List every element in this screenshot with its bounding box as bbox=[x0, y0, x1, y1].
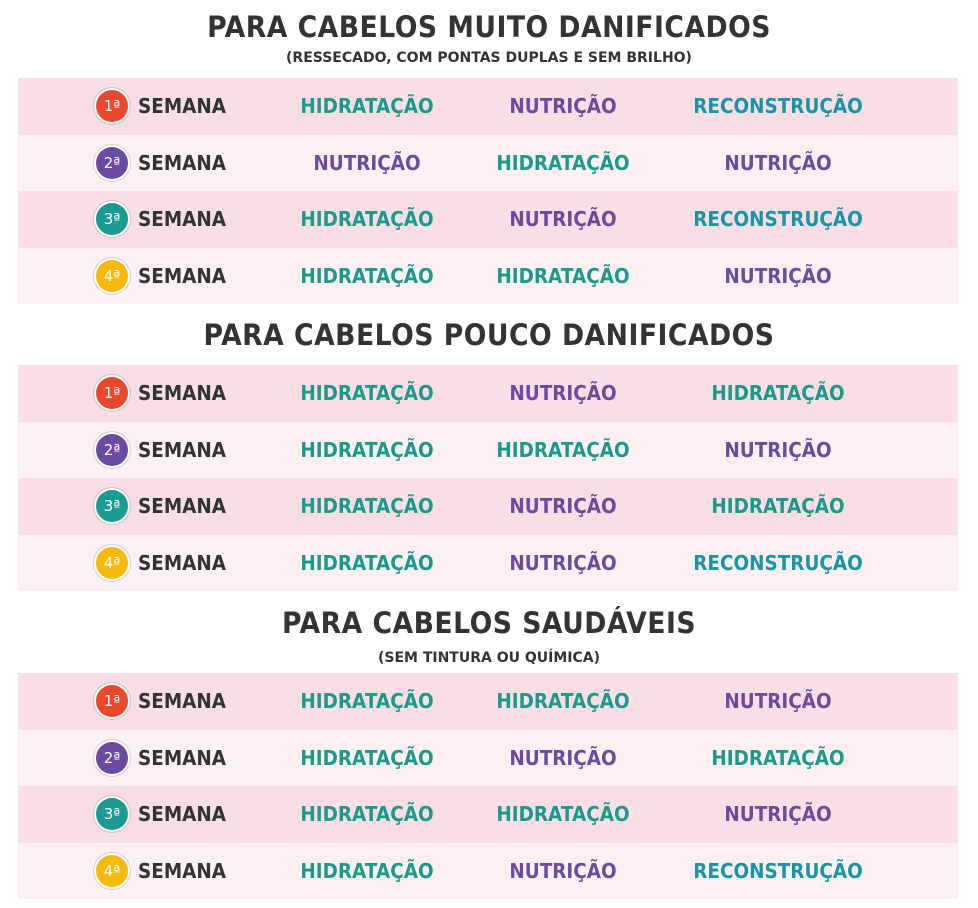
week-label: SEMANA bbox=[138, 263, 227, 288]
section-title: PARA CABELOS SAUDÁVEIS bbox=[281, 606, 697, 640]
treatment-cell: RECONSTRUÇÃO bbox=[693, 858, 863, 883]
section-title: PARA CABELOS POUCO DANIFICADOS bbox=[203, 318, 775, 352]
treatment-cell: HIDRATAÇÃO bbox=[300, 437, 434, 462]
week-row: 4ª SEMANA HIDRATAÇÃO HIDRATAÇÃO NUTRIÇÃO bbox=[18, 247, 958, 304]
treatment-cell: HIDRATAÇÃO bbox=[496, 802, 630, 826]
treatment-cell: HIDRATAÇÃO bbox=[711, 745, 845, 770]
treatment-cell: NUTRIÇÃO bbox=[724, 802, 832, 826]
week-number-badge: 3ª bbox=[96, 203, 128, 235]
treatment-cell: HIDRATAÇÃO bbox=[300, 802, 434, 826]
treatment-cell: NUTRIÇÃO bbox=[724, 263, 832, 288]
treatment-cell: NUTRIÇÃO bbox=[313, 150, 421, 175]
week-label: SEMANA bbox=[138, 150, 227, 175]
treatment-cell: HIDRATAÇÃO bbox=[496, 689, 630, 713]
treatment-cell: HIDRATAÇÃO bbox=[300, 689, 434, 713]
treatment-cell: HIDRATAÇÃO bbox=[300, 381, 434, 405]
treatment-cell: NUTRIÇÃO bbox=[509, 94, 617, 118]
week-number-badge: 2ª bbox=[96, 146, 128, 179]
week-number-badge: 2ª bbox=[96, 741, 128, 774]
treatment-cell: HIDRATAÇÃO bbox=[711, 494, 845, 518]
treatment-cell: NUTRIÇÃO bbox=[509, 494, 617, 518]
week-number-badge: 1ª bbox=[96, 90, 128, 122]
treatment-cell: HIDRATAÇÃO bbox=[300, 550, 434, 575]
treatment-cell: NUTRIÇÃO bbox=[724, 150, 832, 175]
week-number-badge: 3ª bbox=[96, 490, 128, 522]
week-row: 2ª SEMANA HIDRATAÇÃO HIDRATAÇÃO NUTRIÇÃO bbox=[18, 421, 958, 478]
week-number-badge: 1ª bbox=[96, 377, 128, 409]
treatment-cell: HIDRATAÇÃO bbox=[300, 745, 434, 770]
section-title: PARA CABELOS MUITO DANIFICADOS bbox=[207, 10, 771, 44]
week-number-badge: 4ª bbox=[96, 546, 128, 579]
treatment-cell: HIDRATAÇÃO bbox=[300, 207, 434, 231]
treatment-cell: RECONSTRUÇÃO bbox=[693, 94, 863, 118]
week-label: SEMANA bbox=[138, 381, 227, 405]
section-subtitle: (RESSECADO, COM PONTAS DUPLAS E SEM BRIL… bbox=[286, 50, 692, 66]
week-label: SEMANA bbox=[138, 689, 227, 713]
treatment-cell: NUTRIÇÃO bbox=[509, 858, 617, 883]
treatment-cell: HIDRATAÇÃO bbox=[496, 437, 630, 462]
week-table: 1ª SEMANA HIDRATAÇÃO HIDRATAÇÃO NUTRIÇÃO 2ª SE… bbox=[18, 673, 958, 899]
treatment-cell: HIDRATAÇÃO bbox=[300, 858, 434, 883]
week-label: SEMANA bbox=[138, 94, 227, 118]
treatment-cell: RECONSTRUÇÃO bbox=[693, 550, 863, 575]
week-label: SEMANA bbox=[138, 550, 227, 575]
week-row: 2ª SEMANA HIDRATAÇÃO NUTRIÇÃO HIDRATAÇÃO bbox=[18, 729, 958, 786]
treatment-cell: RECONSTRUÇÃO bbox=[693, 207, 863, 231]
week-table: 1ª SEMANA HIDRATAÇÃO NUTRIÇÃO HIDRATAÇÃO 2ª SE… bbox=[18, 365, 958, 591]
week-label: SEMANA bbox=[138, 745, 227, 770]
treatment-cell: NUTRIÇÃO bbox=[509, 381, 617, 405]
week-number-badge: 3ª bbox=[96, 798, 128, 830]
week-label: SEMANA bbox=[138, 802, 227, 826]
week-label: SEMANA bbox=[138, 437, 227, 462]
treatment-cell: HIDRATAÇÃO bbox=[300, 263, 434, 288]
treatment-cell: NUTRIÇÃO bbox=[724, 689, 832, 713]
week-label: SEMANA bbox=[138, 494, 227, 518]
week-label: SEMANA bbox=[138, 858, 227, 883]
week-number-badge: 1ª bbox=[96, 685, 128, 717]
treatment-cell: NUTRIÇÃO bbox=[509, 550, 617, 575]
week-row: 1ª SEMANA HIDRATAÇÃO HIDRATAÇÃO NUTRIÇÃO bbox=[18, 673, 958, 730]
treatment-cell: HIDRATAÇÃO bbox=[300, 94, 434, 118]
week-number-badge: 4ª bbox=[96, 854, 128, 887]
treatment-cell: HIDRATAÇÃO bbox=[300, 494, 434, 518]
week-row: 1ª SEMANA HIDRATAÇÃO NUTRIÇÃO HIDRATAÇÃO bbox=[18, 365, 958, 422]
treatment-cell: NUTRIÇÃO bbox=[724, 437, 832, 462]
week-row: 3ª SEMANA HIDRATAÇÃO NUTRIÇÃO HIDRATAÇÃO bbox=[18, 478, 958, 535]
treatment-cell: HIDRATAÇÃO bbox=[496, 150, 630, 175]
week-row: 4ª SEMANA HIDRATAÇÃO NUTRIÇÃO RECONSTRUÇÃO bbox=[18, 842, 958, 899]
week-number-badge: 4ª bbox=[96, 259, 128, 292]
week-row: 4ª SEMANA HIDRATAÇÃO NUTRIÇÃO RECONSTRUÇÃO bbox=[18, 534, 958, 591]
week-row: 1ª SEMANA HIDRATAÇÃO NUTRIÇÃO RECONSTRUÇÃO bbox=[18, 78, 958, 135]
week-row: 3ª SEMANA HIDRATAÇÃO NUTRIÇÃO RECONSTRUÇÃO bbox=[18, 191, 958, 248]
week-number-badge: 2ª bbox=[96, 433, 128, 466]
section-subtitle: (SEM TINTURA OU QUÍMICA) bbox=[377, 650, 600, 666]
treatment-cell: NUTRIÇÃO bbox=[509, 207, 617, 231]
treatment-cell: HIDRATAÇÃO bbox=[711, 381, 845, 405]
week-table: 1ª SEMANA HIDRATAÇÃO NUTRIÇÃO RECONSTRUÇÃO 2ª… bbox=[18, 78, 958, 304]
week-label: SEMANA bbox=[138, 207, 227, 231]
week-row: 2ª SEMANA NUTRIÇÃO HIDRATAÇÃO NUTRIÇÃO bbox=[18, 134, 958, 191]
week-row: 3ª SEMANA HIDRATAÇÃO HIDRATAÇÃO NUTRIÇÃO bbox=[18, 786, 958, 843]
treatment-cell: HIDRATAÇÃO bbox=[496, 263, 630, 288]
treatment-cell: NUTRIÇÃO bbox=[509, 745, 617, 770]
